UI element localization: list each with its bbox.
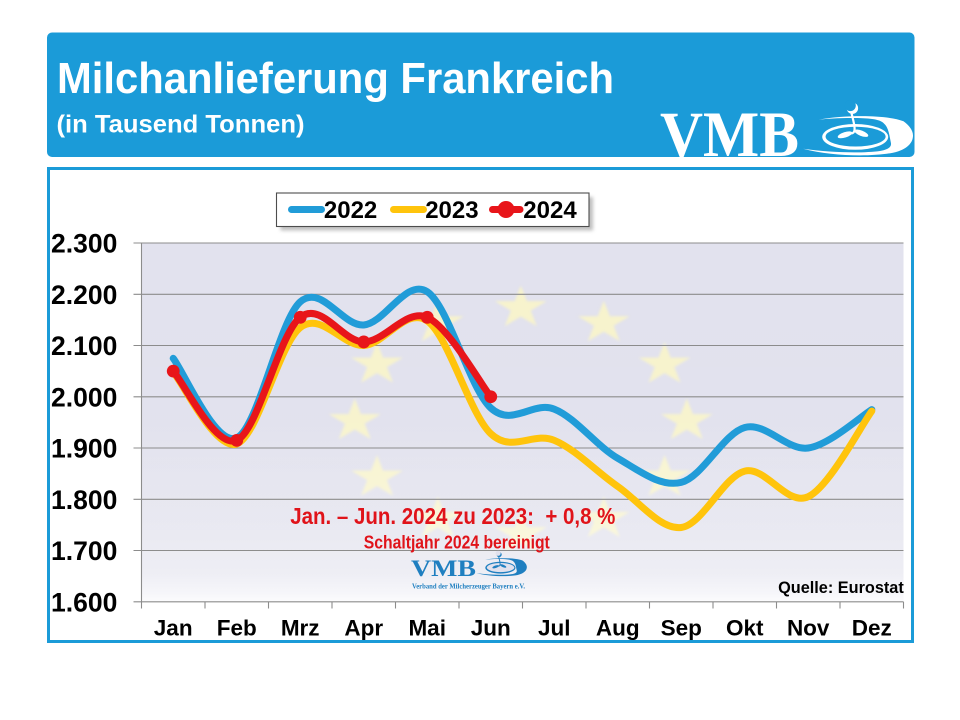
- svg-text:Jan: Jan: [154, 616, 193, 641]
- svg-text:Sep: Sep: [661, 616, 702, 641]
- svg-text:Okt: Okt: [726, 616, 764, 641]
- svg-text:Feb: Feb: [217, 616, 257, 641]
- svg-text:1.700: 1.700: [51, 536, 117, 566]
- svg-text:VMB: VMB: [660, 99, 799, 171]
- svg-text:2.100: 2.100: [51, 331, 117, 361]
- svg-text:Quelle: Eurostat: Quelle: Eurostat: [778, 579, 904, 597]
- svg-text:Aug: Aug: [596, 616, 640, 641]
- svg-text:Mai: Mai: [408, 616, 446, 641]
- svg-text:2022: 2022: [324, 197, 377, 224]
- svg-text:Jan. – Jun. 2024 zu 2023: + 0: Jan. – Jun. 2024 zu 2023: + 0,8 %: [290, 503, 615, 529]
- svg-text:2023: 2023: [425, 197, 478, 224]
- svg-text:Nov: Nov: [787, 616, 830, 641]
- svg-text:2.000: 2.000: [51, 383, 117, 413]
- svg-text:Milchanlieferung Frankreich: Milchanlieferung Frankreich: [57, 54, 614, 103]
- svg-text:1.600: 1.600: [51, 588, 117, 618]
- svg-text:Dez: Dez: [852, 616, 892, 641]
- svg-text:Jun: Jun: [471, 616, 511, 641]
- svg-text:VMB: VMB: [411, 556, 476, 581]
- svg-text:2.300: 2.300: [51, 229, 117, 259]
- svg-text:Verband der Milcherzeuger Baye: Verband der Milcherzeuger Bayern e.V.: [412, 583, 525, 591]
- svg-text:Mrz: Mrz: [281, 616, 320, 641]
- svg-text:1.800: 1.800: [51, 485, 117, 515]
- svg-text:Jul: Jul: [538, 616, 571, 641]
- svg-text:1.900: 1.900: [51, 434, 117, 464]
- svg-text:2.200: 2.200: [51, 280, 117, 310]
- svg-text:2024: 2024: [523, 197, 577, 224]
- svg-text:Schaltjahr 2024 bereinigt: Schaltjahr 2024 bereinigt: [364, 532, 550, 552]
- svg-text:Apr: Apr: [344, 616, 383, 641]
- svg-text:(in Tausend Tonnen): (in Tausend Tonnen): [57, 112, 305, 139]
